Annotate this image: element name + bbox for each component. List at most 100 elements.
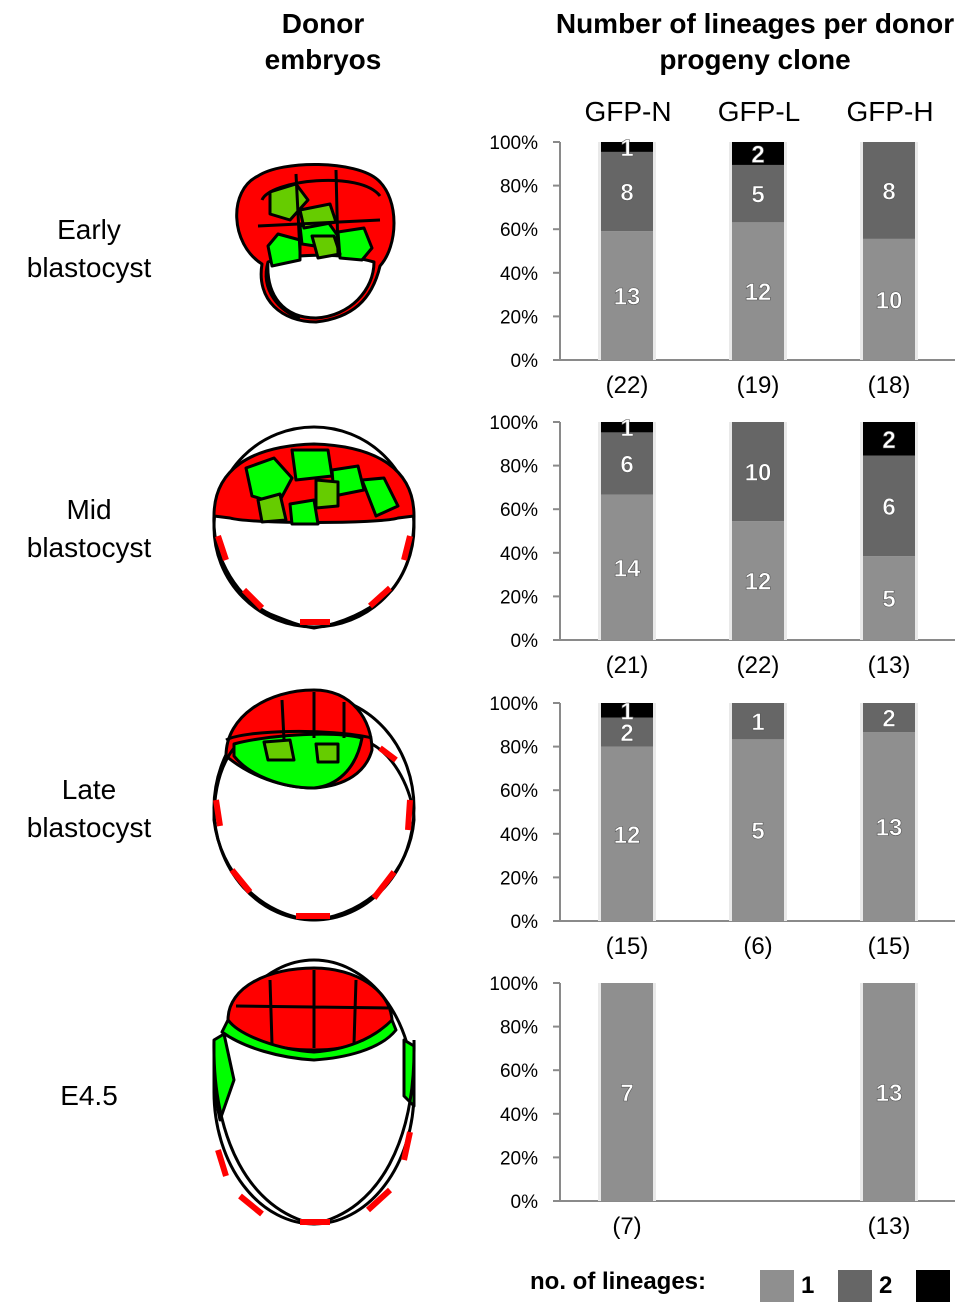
- y-tick-label: 60%: [500, 1061, 538, 1082]
- bar-total-label: (15): [606, 933, 649, 960]
- bar-segment-3: [601, 142, 653, 152]
- bar-segment-2: [863, 703, 915, 733]
- y-tick-label: 80%: [500, 177, 538, 198]
- donor-embryos-header: Donor embryos: [228, 6, 418, 78]
- bar-segment-2: [601, 151, 653, 232]
- legend-title: no. of lineages:: [530, 1268, 707, 1295]
- bar-value-label: 6: [620, 452, 633, 479]
- bar-value-label: 12: [745, 569, 772, 596]
- bar-value-label: 1: [620, 415, 633, 442]
- y-tick-label: 100%: [489, 974, 538, 995]
- bar-total-label: (18): [868, 372, 911, 399]
- bar-value-label: 6: [882, 494, 895, 521]
- bar-segment-1: [601, 494, 653, 640]
- y-tick-label: 40%: [500, 544, 538, 565]
- row-label-line2: blastocyst: [26, 812, 152, 843]
- y-tick-label: 40%: [500, 264, 538, 285]
- y-tick-label: 100%: [489, 413, 538, 434]
- bar-segment-2: [732, 703, 784, 740]
- chart-panel-1: 0% 20% 40% 60% 80% 100% 13 8 1 (22) 12 5 2 (19) 10 8 (18…: [489, 133, 955, 399]
- bar-total-label: (6): [743, 933, 772, 960]
- chart-panel-4: 0% 20% 40% 60% 80% 100% 7 (7) 13 (13): [489, 974, 955, 1240]
- row-label-line2: blastocyst: [26, 532, 152, 563]
- bar-segment-2: [732, 164, 784, 223]
- column-header-gfp-h: GFP-H: [846, 96, 934, 127]
- early-blastocyst-embryo: [235, 163, 396, 324]
- y-tick-label: 40%: [500, 825, 538, 846]
- bar-segment-3: [601, 422, 653, 433]
- bar-value-label: 10: [745, 460, 772, 487]
- y-tick-label: 20%: [500, 1148, 538, 1169]
- y-tick-label: 60%: [500, 781, 538, 802]
- row-label-line1: Late: [61, 774, 117, 805]
- bar-total-label: (22): [606, 372, 649, 399]
- bar-value-label: 2: [882, 706, 895, 733]
- bar-segment-3: [601, 703, 653, 718]
- y-tick-label: 20%: [500, 587, 538, 608]
- bar-total-label: (15): [868, 933, 911, 960]
- y-tick-label: 80%: [500, 457, 538, 478]
- y-tick-label: 0%: [511, 351, 539, 372]
- legend-label-2: 2: [879, 1272, 893, 1299]
- bar-total-label: (19): [737, 372, 780, 399]
- mid-blastocyst-embryo: [212, 425, 416, 630]
- bar-total-label: (7): [612, 1213, 641, 1240]
- legend-swatch-2: [838, 1270, 872, 1302]
- bar-segment-2: [863, 142, 915, 239]
- row-label-line1: Mid: [66, 494, 112, 525]
- lineages-header: Number of lineages per donor progeny clo…: [555, 6, 955, 78]
- bar-segment-1: [601, 746, 653, 921]
- y-tick-label: 100%: [489, 133, 538, 154]
- bar-total-label: (13): [868, 652, 911, 679]
- y-tick-label: 20%: [500, 307, 538, 328]
- bar-segment-3: [732, 142, 784, 165]
- bar-value-label: 14: [614, 555, 641, 582]
- bar-segment-2: [601, 432, 653, 495]
- donor-embryos-header-text: Donor embryos: [264, 8, 382, 75]
- bar-value-label: 12: [745, 279, 772, 306]
- bar-value-label: 2: [882, 427, 895, 454]
- bar-segment-1: [732, 521, 784, 640]
- lineages-header-text: Number of lineages per donor progeny clo…: [555, 8, 955, 75]
- legend-swatch-1: [760, 1270, 794, 1302]
- row-label-e45: E4.5: [0, 1077, 178, 1115]
- bar-segment-3: [863, 422, 915, 456]
- bar-value-label: 5: [751, 818, 764, 845]
- bar-value-label: 1: [620, 698, 633, 725]
- column-header-gfp-n: GFP-N: [584, 96, 672, 127]
- bar-total-label: (21): [606, 652, 649, 679]
- bar-value-label: 10: [876, 287, 903, 314]
- bar-value-label: 1: [751, 709, 764, 736]
- y-tick-label: 60%: [500, 220, 538, 241]
- bar-segment-2: [732, 422, 784, 522]
- y-tick-label: 0%: [511, 1192, 539, 1213]
- y-tick-label: 0%: [511, 912, 539, 933]
- bar-segment-1: [601, 983, 653, 1201]
- bar-segment-1: [601, 231, 653, 360]
- y-tick-label: 80%: [500, 1018, 538, 1039]
- bar-value-label: 7: [620, 1080, 633, 1107]
- legend-label-1: 1: [801, 1272, 815, 1299]
- row-label-early: Early blastocyst: [0, 211, 178, 287]
- bar-value-label: 12: [614, 822, 641, 849]
- bar-segment-2: [863, 455, 915, 557]
- bar-total-label: (22): [737, 652, 780, 679]
- bar-value-label: 2: [751, 141, 764, 168]
- row-label-line1: E4.5: [60, 1080, 118, 1111]
- y-tick-label: 0%: [511, 631, 539, 652]
- bar-segment-1: [732, 222, 784, 360]
- y-tick-label: 100%: [489, 694, 538, 715]
- bar-segment-1: [863, 732, 915, 921]
- bar-segment-1: [863, 983, 915, 1201]
- bar-value-label: 8: [882, 178, 895, 205]
- bar-value-label: 2: [620, 720, 633, 747]
- chart-panel-2: 0% 20% 40% 60% 80% 100% 14 6 1 (21) 12 10 (22) 5 6 2 (13…: [489, 413, 955, 679]
- bar-value-label: 13: [876, 1080, 903, 1107]
- row-label-late: Late blastocyst: [0, 771, 178, 847]
- bar-value-label: 13: [876, 815, 903, 842]
- y-tick-label: 40%: [500, 1105, 538, 1126]
- bar-value-label: 8: [620, 180, 633, 207]
